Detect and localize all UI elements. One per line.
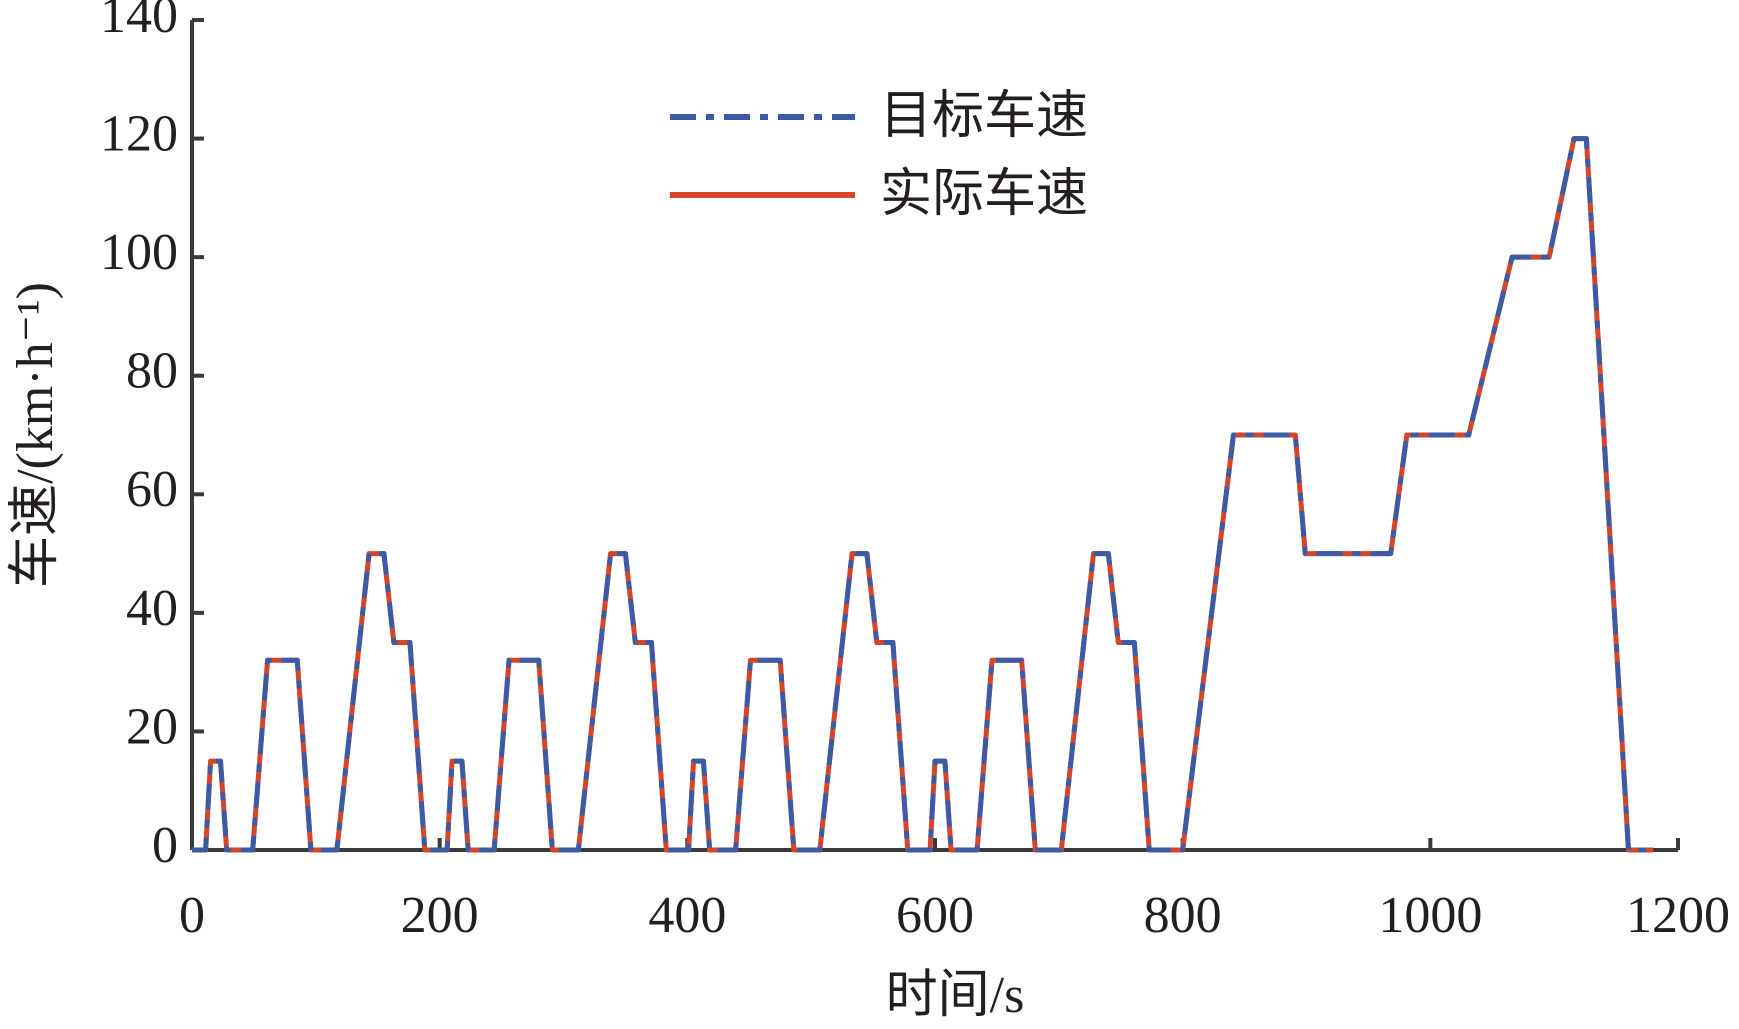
y-tick-label: 0 — [152, 817, 178, 874]
y-tick-label: 40 — [126, 580, 178, 637]
legend-label: 实际车速 — [880, 166, 1088, 223]
y-tick-label: 120 — [100, 106, 178, 163]
x-tick-label: 1000 — [1378, 887, 1482, 944]
y-tick-label: 80 — [126, 343, 178, 400]
y-tick-label: 20 — [126, 698, 178, 755]
legend-label: 目标车速 — [880, 88, 1088, 145]
x-tick-label: 0 — [179, 887, 205, 944]
y-tick-label: 140 — [100, 0, 178, 44]
x-tick-label: 1200 — [1626, 887, 1730, 944]
x-tick-label: 200 — [401, 887, 479, 944]
x-axis-label: 时间/s — [886, 967, 1025, 1024]
y-tick-label: 60 — [126, 461, 178, 518]
series-line — [192, 136, 1654, 853]
x-tick-label: 400 — [648, 887, 726, 944]
y-tick-label: 100 — [100, 224, 178, 281]
series-line — [192, 136, 1654, 853]
x-tick-label: 600 — [896, 887, 974, 944]
x-tick-label: 800 — [1144, 887, 1222, 944]
y-axis-label: 车速/(km·h⁻¹) — [7, 282, 64, 588]
